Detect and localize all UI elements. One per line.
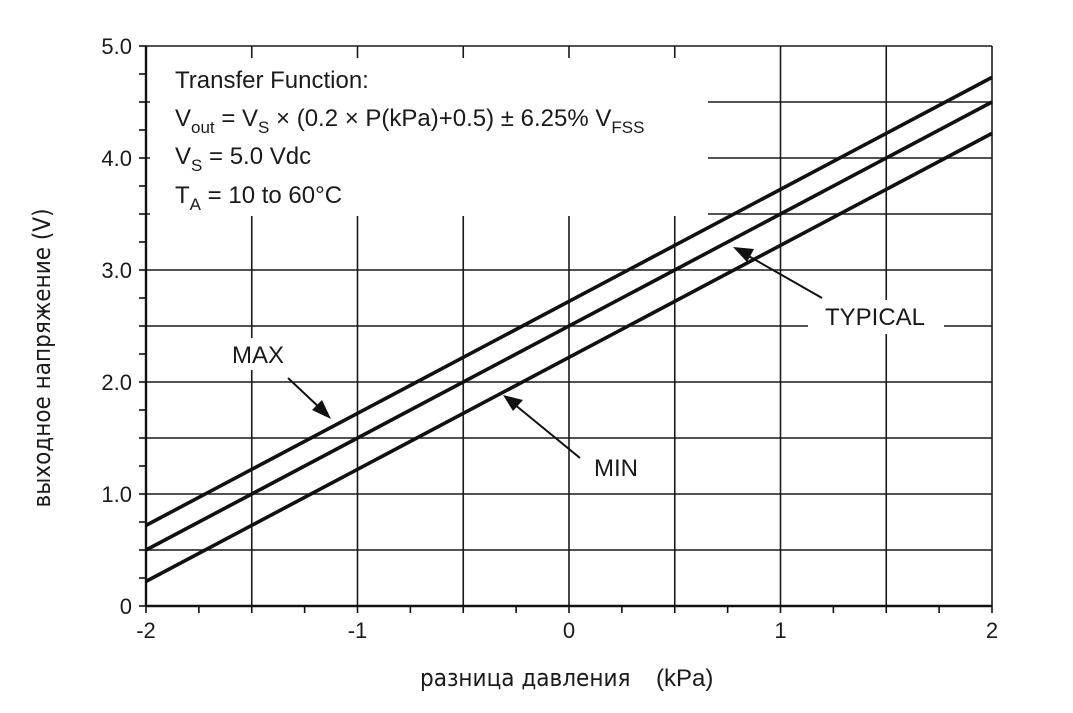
x-axis-label-unit: (kPa) [656,665,713,692]
axes [139,45,993,613]
transfer-function-text: Transfer Function: Vout = VS × (0.2 × P(… [175,67,644,214]
transfer-function-heading: Transfer Function: [175,67,369,94]
y-tick-label: 2.0 [101,370,132,395]
x-tick-label: -1 [348,618,368,643]
y-tick-label: 4.0 [101,146,132,171]
typical-arrow [733,247,823,299]
min-label-bg [582,451,646,483]
series-line-max [145,75,993,527]
x-axis-label-text: разница давления [420,664,630,692]
transfer-function-box [150,58,708,216]
max-label: MAX [232,342,284,369]
x-tick-label: -2 [136,618,156,643]
x-tick-label: 0 [563,618,575,643]
y-tick-label: 5.0 [101,34,132,59]
y-tick-label: 1.0 [101,482,132,507]
min-label: MIN [594,455,638,482]
x-tick-label: 2 [986,618,998,643]
typical-label-bg [808,300,944,334]
series-group [145,75,993,583]
typical-label: TYPICAL [825,304,925,331]
transfer-function-equation: Vout = VS × (0.2 × P(kPa)+0.5) ± 6.25% V… [175,105,644,137]
max-label-bg [222,338,296,370]
tick-labels: -2 -1 0 1 2 0 1.0 2.0 3.0 4.0 5.0 [101,34,998,643]
temperature-range-text: TA = 10 to 60°C [175,182,342,214]
series-line-typical [145,100,993,552]
min-arrow [503,395,581,459]
y-tick-label: 0 [120,594,132,619]
y-axis-label: выходное напряжение (V) [28,209,56,508]
series-line-min [145,131,993,583]
supply-voltage-text: VS = 5.0 Vdc [175,143,311,175]
x-tick-label: 1 [774,618,786,643]
y-tick-label: 3.0 [101,258,132,283]
max-arrow [287,377,331,419]
